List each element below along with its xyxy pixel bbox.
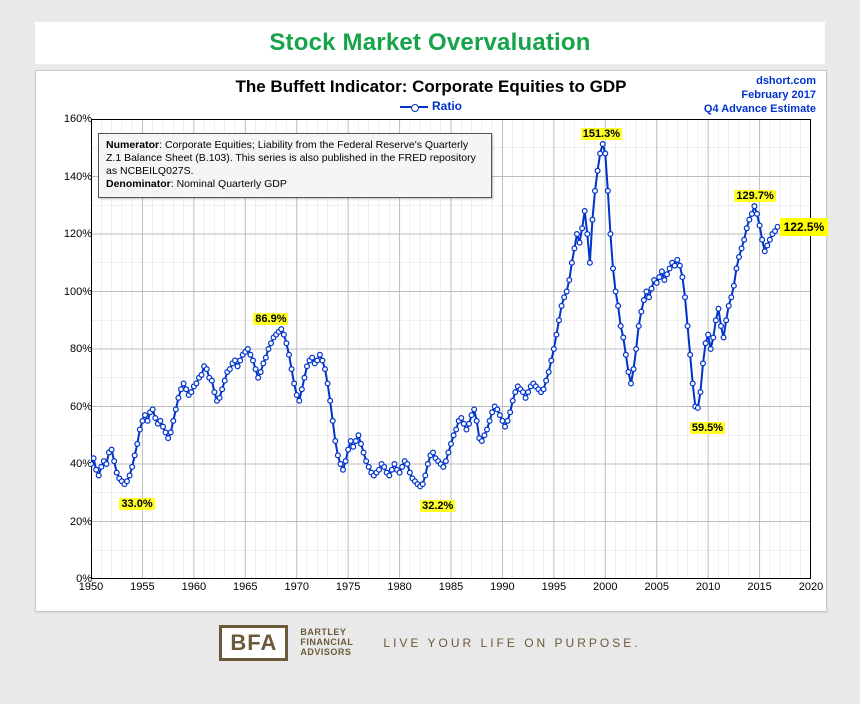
chart-card: The Buffett Indicator: Corporate Equitie… [35,70,827,612]
x-tick-label: 2015 [747,581,771,593]
page-title-bar: Stock Market Overvaluation [35,22,825,64]
x-tick-label: 2000 [593,581,617,593]
y-tick-label: 80% [70,343,92,355]
chart-callout: 151.3% [581,128,622,140]
end-flag: 122.5% [780,218,829,236]
y-tick-label: 100% [64,286,92,298]
chart-callout: 33.0% [119,498,154,510]
x-axis: 1950195519601965197019751980198519901995… [91,581,811,601]
x-tick-label: 1950 [79,581,103,593]
chart-legend: Ratio [36,99,826,113]
source-line: dshort.com [704,75,816,89]
bfa-brand-text: BARTLEY FINANCIAL ADVISORS [300,628,353,658]
legend-label: Ratio [432,99,462,113]
denominator-label: Denominator [106,178,171,190]
x-tick-label: 2020 [799,581,823,593]
denominator-text: : Nominal Quarterly GDP [171,178,287,190]
y-axis: 0%20%40%60%80%100%120%140%160% [52,119,92,579]
y-tick-label: 20% [70,516,92,528]
chart-callout: 86.9% [253,313,288,325]
numerator-label: Numerator [106,139,159,151]
bfa-logo: BFA [219,625,288,661]
footer-tagline: LIVE YOUR LIFE ON PURPOSE. [383,636,640,650]
x-tick-label: 1955 [130,581,154,593]
x-tick-label: 1980 [387,581,411,593]
numerator-text: : Corporate Equities; Liability from the… [106,139,476,177]
x-tick-label: 1995 [542,581,566,593]
x-tick-label: 1960 [182,581,206,593]
legend-swatch-icon [400,102,428,112]
chart-callout: 59.5% [690,422,725,434]
page-title: Stock Market Overvaluation [269,29,590,57]
x-tick-label: 2005 [644,581,668,593]
annotation-box: Numerator: Corporate Equities; Liability… [98,133,492,198]
footer: BFA BARTLEY FINANCIAL ADVISORS LIVE YOUR… [35,618,825,668]
brand-line: ADVISORS [300,648,353,658]
y-tick-label: 160% [64,113,92,125]
y-tick-label: 140% [64,171,92,183]
x-tick-label: 2010 [696,581,720,593]
chart-callout: 129.7% [734,190,775,202]
page: Stock Market Overvaluation The Buffett I… [0,0,860,704]
x-tick-label: 1990 [490,581,514,593]
x-tick-label: 1965 [233,581,257,593]
x-tick-label: 1970 [284,581,308,593]
x-tick-label: 1975 [336,581,360,593]
chart-callout: 32.2% [420,500,455,512]
y-tick-label: 40% [70,458,92,470]
y-tick-label: 120% [64,228,92,240]
y-tick-label: 60% [70,401,92,413]
x-tick-label: 1985 [439,581,463,593]
